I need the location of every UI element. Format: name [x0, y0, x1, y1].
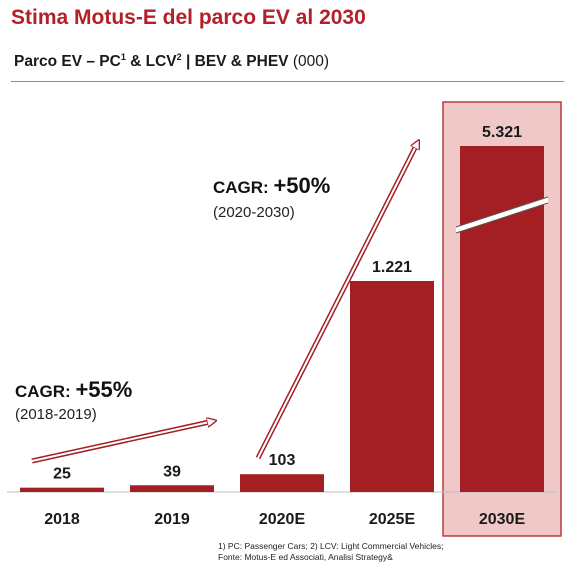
chart-subtitle: Parco EV – PC1 & LCV2 | BEV & PHEV (000) — [14, 52, 329, 71]
cagr-annotation-1: CAGR: +55% — [15, 377, 132, 402]
tick-label-2020e: 2020E — [259, 511, 306, 528]
chart-title: Stima Motus-E del parco EV al 2030 — [11, 6, 366, 29]
subtitle-lcv: & LCV — [125, 53, 177, 70]
bar-2020e — [240, 474, 324, 492]
bar-2018 — [20, 487, 104, 492]
cagr-value: +50% — [273, 173, 330, 198]
subtitle-segment: | BEV & PHEV — [181, 53, 289, 70]
axis-break-line-top — [455, 196, 549, 228]
axis-break-line-bottom — [455, 202, 549, 234]
axis-break-gap — [456, 197, 548, 233]
cagr-label: CAGR: — [15, 382, 75, 401]
data-label-2025e: 1.221 — [372, 259, 412, 276]
bar-2030e — [460, 146, 544, 492]
bar-chart: 25 2018 39 2019 103 2020E 1.221 2025E 5.321 2030E… — [7, 101, 562, 537]
cagr-period-2: (2020-2030) — [213, 204, 295, 221]
bar-2025e — [350, 281, 434, 492]
tick-label-2019: 2019 — [154, 511, 190, 528]
tick-label-2018: 2018 — [44, 511, 80, 528]
data-label-2030e: 5.321 — [482, 124, 522, 141]
cagr-value: +55% — [75, 377, 132, 402]
cagr-period-1: (2018-2019) — [15, 406, 97, 423]
cagr-label: CAGR: — [213, 178, 273, 197]
subtitle-unit: (000) — [288, 53, 330, 70]
cagr-arrow-2020-2030 — [257, 142, 418, 459]
data-label-2019: 39 — [163, 463, 181, 480]
tick-label-2025e: 2025E — [369, 511, 416, 528]
data-label-2020e: 103 — [269, 452, 296, 469]
subtitle-sup-1: 1 — [120, 52, 126, 62]
data-label-2018: 25 — [53, 466, 71, 483]
subtitle-main: Parco EV – PC — [14, 53, 121, 70]
footnote-source: Fonte: Motus-E ed Associati, Analisi Str… — [218, 552, 393, 562]
footnote: 1) PC: Passenger Cars; 2) LCV: Light Com… — [218, 541, 444, 563]
tick-label-2030e: 2030E — [479, 511, 526, 528]
cagr-annotation-2: CAGR: +50% — [213, 173, 330, 198]
cagr-arrow-2018-2019 — [31, 421, 214, 462]
footnote-definitions: 1) PC: Passenger Cars; 2) LCV: Light Com… — [218, 541, 444, 551]
subtitle-sup-2: 2 — [176, 52, 182, 62]
bar-2019 — [130, 485, 214, 492]
subtitle-divider — [11, 81, 564, 82]
